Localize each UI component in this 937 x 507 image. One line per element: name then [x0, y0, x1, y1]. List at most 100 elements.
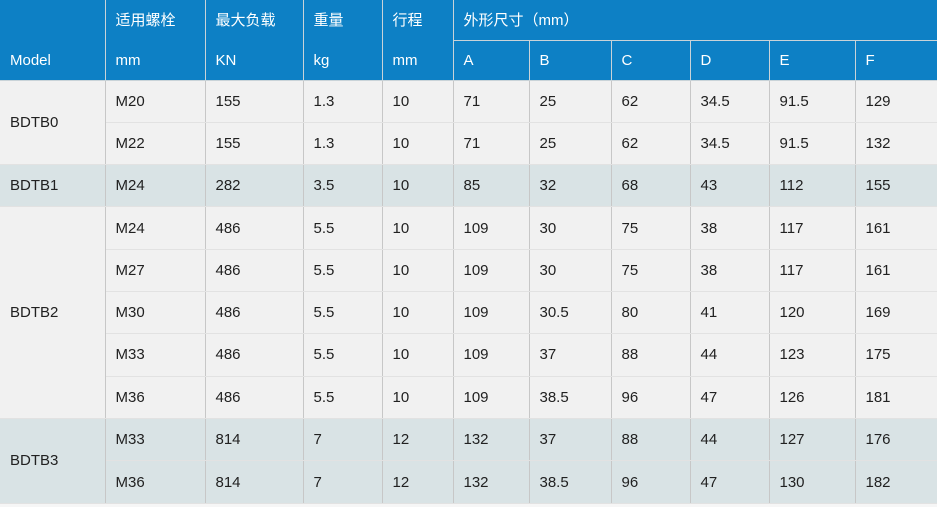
table-cell: 71	[452, 79, 530, 123]
header-stroke-unit: mm	[392, 51, 418, 69]
table-cell: 161	[854, 206, 937, 250]
table-cell: 117	[768, 248, 856, 292]
table-cell: M33	[104, 333, 206, 377]
table-cell: 1.3	[302, 121, 383, 166]
table-cell: 10	[381, 79, 454, 123]
header-stroke-label: 行程	[392, 11, 423, 29]
table-cell: M20	[104, 79, 206, 123]
table-cell: 43	[689, 164, 770, 208]
table-cell: 3.5	[302, 164, 383, 208]
table-cell: 10	[381, 121, 454, 166]
table-cell: 44	[689, 417, 770, 462]
table-cell: 109	[452, 290, 530, 335]
bottom-strip	[0, 503, 937, 507]
table-row: BDTB0 M20 155 1.3 10 71 25 62 34.5 91.5 …	[0, 79, 937, 166]
table-cell: 34.5	[689, 79, 770, 123]
table-cell: 75	[610, 206, 691, 250]
table-cell: 38.5	[528, 460, 612, 504]
table-cell: 282	[204, 164, 304, 208]
table-cell: 91.5	[768, 121, 856, 166]
header-cell-dim-c: C	[610, 39, 691, 81]
table-cell: 10	[381, 333, 454, 377]
table-cell: 38	[689, 248, 770, 292]
table-cell: 10	[381, 248, 454, 292]
table-cell: 91.5	[768, 79, 856, 123]
table-cell: 109	[452, 248, 530, 292]
table-cell: 486	[204, 333, 304, 377]
header-weight-label: 重量	[313, 11, 344, 29]
table-cell: 41	[689, 290, 770, 335]
table-body: BDTB0 M20 155 1.3 10 71 25 62 34.5 91.5 …	[0, 79, 937, 504]
header-load-label: 最大负载	[215, 11, 276, 29]
table-cell: 5.5	[302, 248, 383, 292]
table-cell: 486	[204, 248, 304, 292]
table-cell: 5.5	[302, 375, 383, 419]
model-cell: BDTB0	[0, 79, 106, 166]
table-cell: 71	[452, 121, 530, 166]
table-cell: M24	[104, 164, 206, 208]
header-weight-unit: kg	[313, 51, 330, 69]
table-cell: 10	[381, 206, 454, 250]
table-cell: 10	[381, 375, 454, 419]
model-cell: BDTB1	[0, 164, 106, 208]
table-cell: 814	[204, 460, 304, 504]
table-cell: 5.5	[302, 333, 383, 377]
table-cell: 80	[610, 290, 691, 335]
table-cell: 109	[452, 375, 530, 419]
table-cell: 88	[610, 417, 691, 462]
table-cell: 62	[610, 121, 691, 166]
table-cell: 88	[610, 333, 691, 377]
table-cell: M30	[104, 290, 206, 335]
table-cell: M22	[104, 121, 206, 166]
table-cell: 181	[854, 375, 937, 419]
table-row: BDTB2 M24 486 5.5 10 109 30 75 38 117 16…	[0, 206, 937, 419]
table-cell: 486	[204, 206, 304, 250]
table-cell: 169	[854, 290, 937, 335]
table-cell: 96	[610, 375, 691, 419]
table-cell: 38.5	[528, 375, 612, 419]
table-header: Model 适用螺栓 mm 最大负载 KN	[0, 0, 937, 81]
table-cell: 10	[381, 290, 454, 335]
table-cell: 814	[204, 417, 304, 462]
table-cell: 109	[452, 333, 530, 377]
table-cell: 112	[768, 164, 856, 208]
table-cell: 75	[610, 248, 691, 292]
table-cell: 7	[302, 417, 383, 462]
table-cell: 130	[768, 460, 856, 504]
table-cell: 176	[854, 417, 937, 462]
table-cell: 7	[302, 460, 383, 504]
header-cell-dimensions-title: 外形尺寸（mm）	[452, 0, 937, 41]
table-cell: M36	[104, 460, 206, 504]
table-cell: 30	[528, 248, 612, 292]
table-cell: 155	[854, 164, 937, 208]
header-cell-dim-e: E	[768, 39, 856, 81]
table-cell: 129	[854, 79, 937, 123]
header-cell-dim-b: B	[528, 39, 612, 81]
table-row: M30 486 5.5 10 109 30.5 80 41 120 169	[0, 290, 937, 335]
table-cell: 30	[528, 206, 612, 250]
table-row: M36 486 5.5 10 109 38.5 96 47 126 181	[0, 375, 937, 419]
table-cell: 117	[768, 206, 856, 250]
table-cell: 47	[689, 375, 770, 419]
table-row: BDTB3 M33 814 7 12 132 37 88 44 127 176	[0, 417, 937, 504]
table-cell: 85	[452, 164, 530, 208]
table-cell: 182	[854, 460, 937, 504]
table-cell: 32	[528, 164, 612, 208]
header-bolt-label: 适用螺栓	[115, 11, 176, 29]
table-cell: 5.5	[302, 206, 383, 250]
table-cell: 68	[610, 164, 691, 208]
table-cell: M27	[104, 248, 206, 292]
table-cell: 1.3	[302, 79, 383, 123]
table-cell: 126	[768, 375, 856, 419]
table-cell: 37	[528, 417, 612, 462]
table-cell: 175	[854, 333, 937, 377]
table-cell: 62	[610, 79, 691, 123]
table-cell: 34.5	[689, 121, 770, 166]
header-cell-dim-f: F	[854, 39, 937, 81]
table-row: M22 155 1.3 10 71 25 62 34.5 91.5 132	[0, 121, 937, 166]
table-row: M36 814 7 12 132 38.5 96 47 130 182	[0, 460, 937, 504]
table-cell: 30.5	[528, 290, 612, 335]
model-cell: BDTB3	[0, 417, 106, 504]
table-cell: M24	[104, 206, 206, 250]
